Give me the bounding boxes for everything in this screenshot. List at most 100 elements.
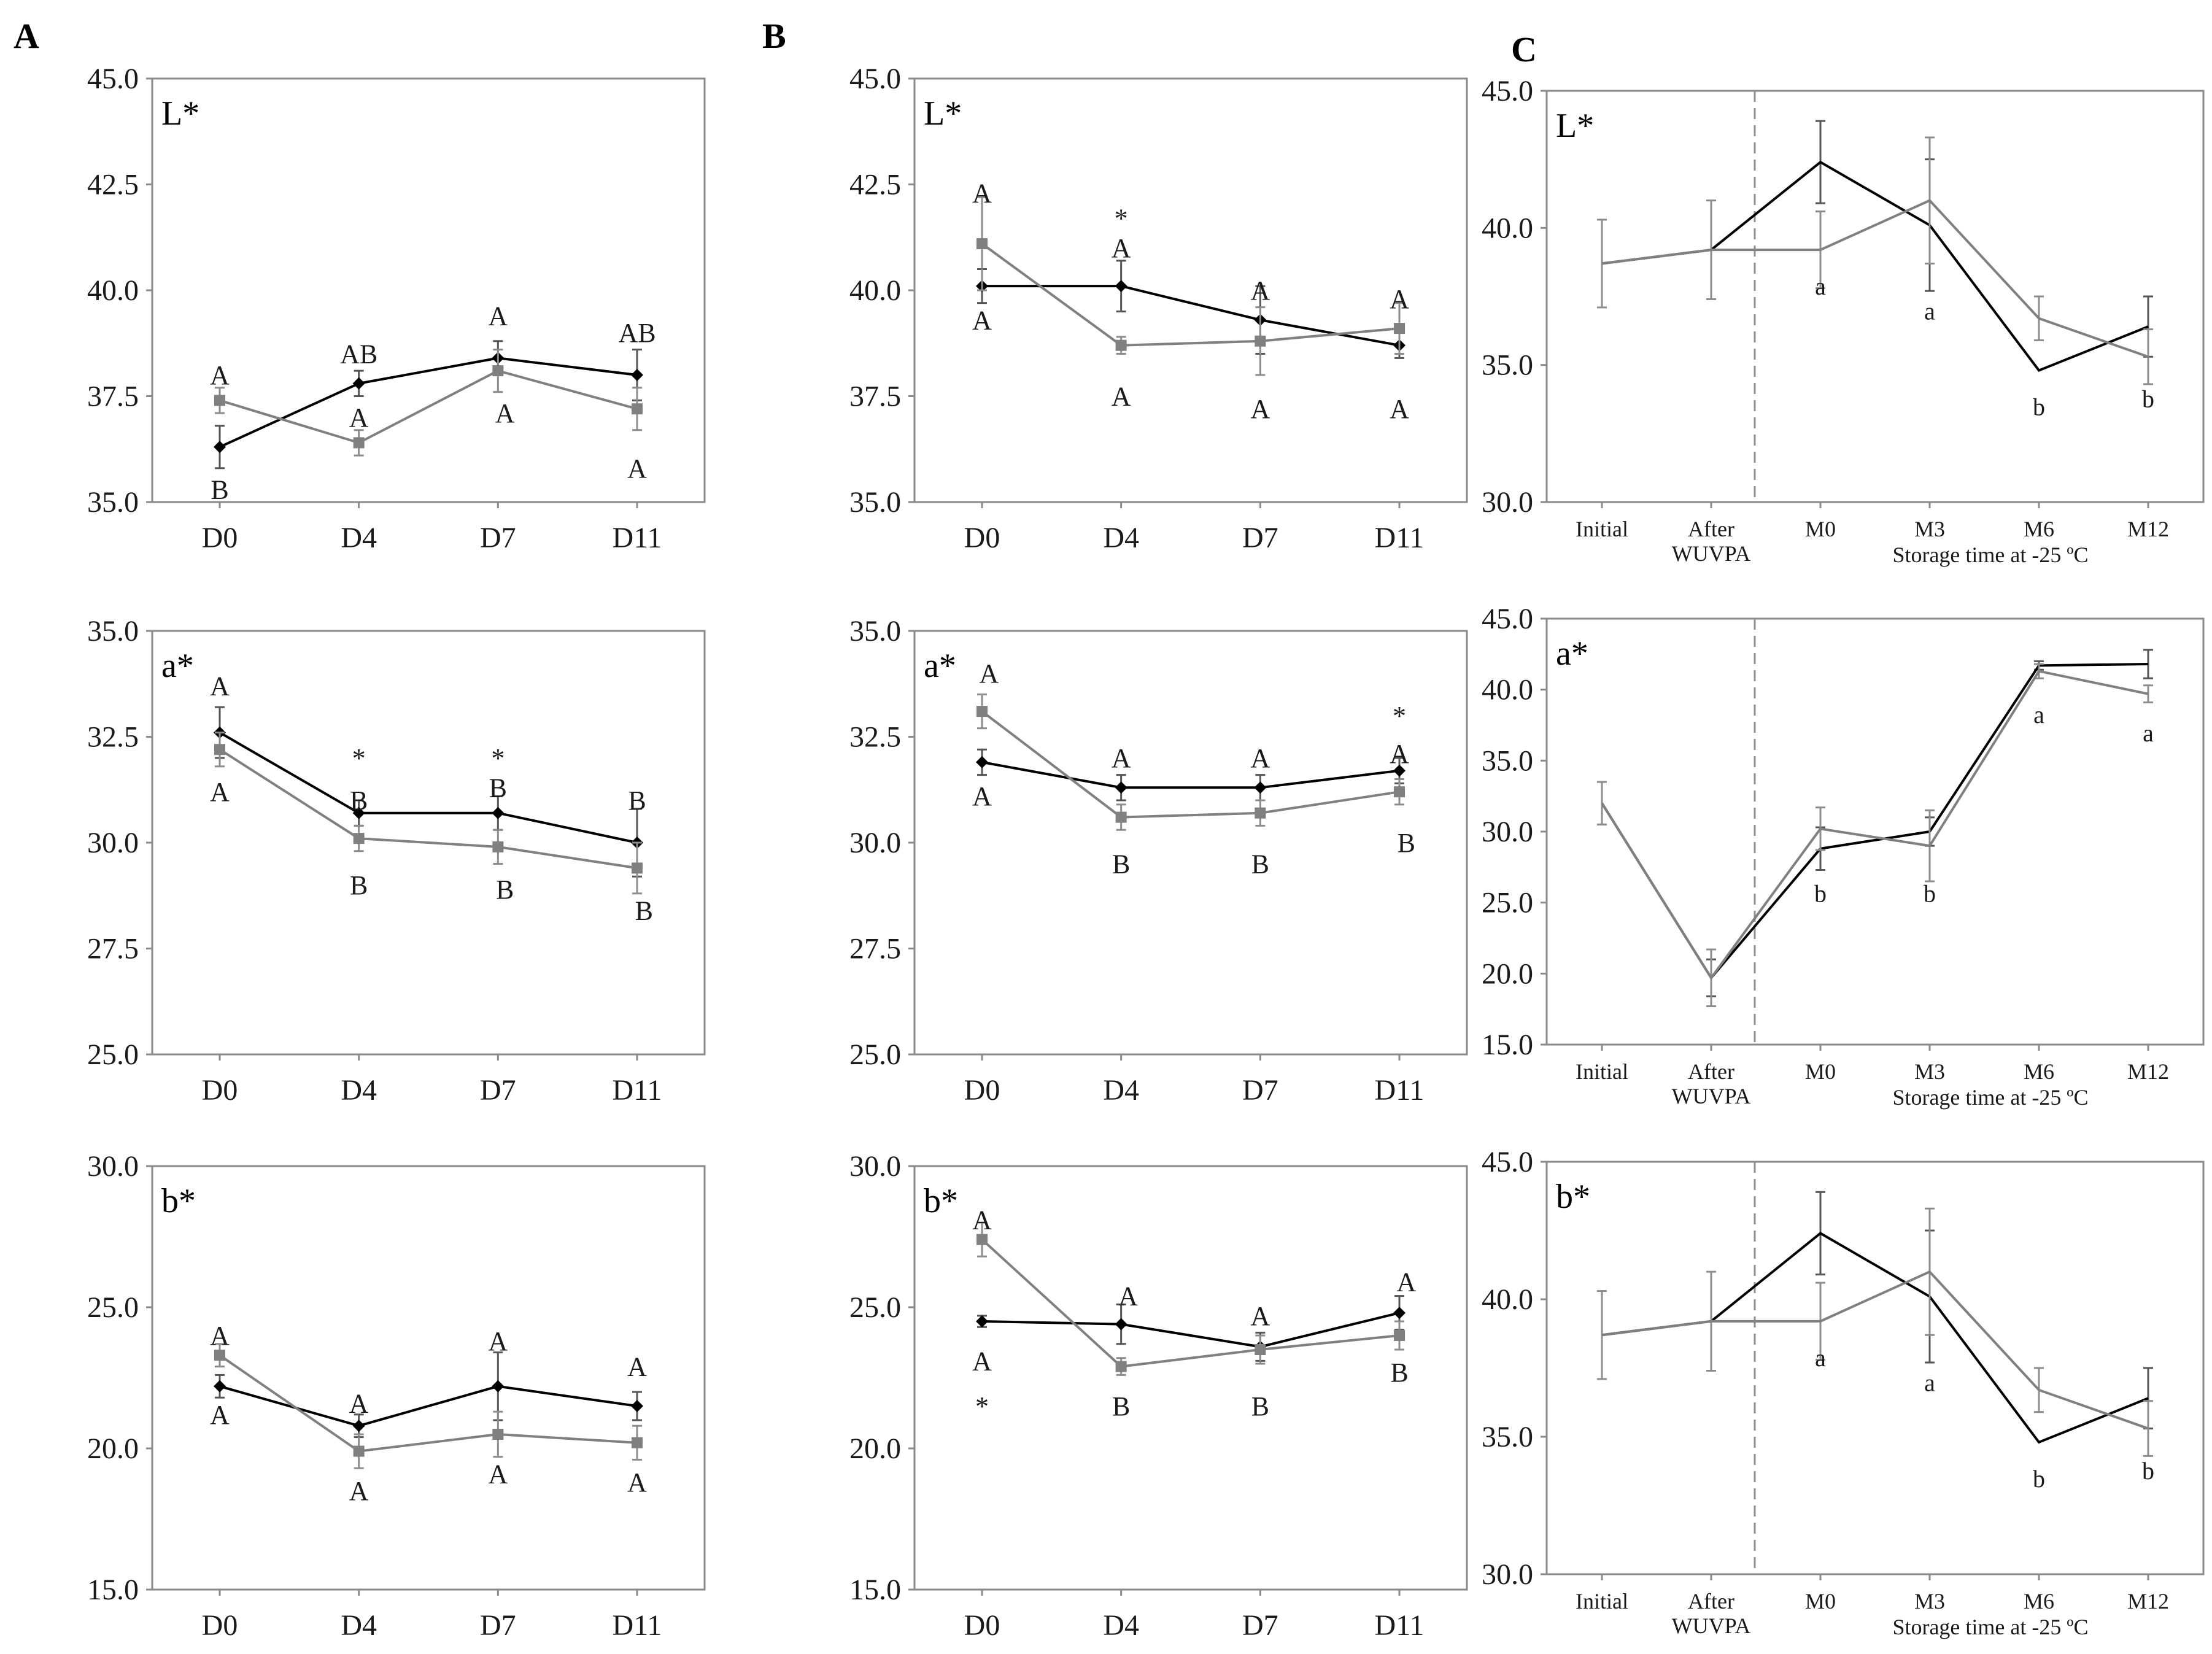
y-tick-label: 35.0 bbox=[849, 486, 901, 519]
y-tick-label: 25.0 bbox=[849, 1291, 901, 1324]
significance-label: A bbox=[979, 659, 999, 689]
data-point-square bbox=[1394, 1330, 1405, 1341]
significance-label: A bbox=[1250, 743, 1270, 773]
significance-label: * bbox=[1393, 701, 1406, 731]
y-tick-label: 42.5 bbox=[87, 169, 139, 201]
chart-title: L* bbox=[161, 95, 199, 133]
significance-label: B bbox=[635, 895, 653, 926]
data-point-diamond bbox=[1115, 781, 1127, 794]
data-point-square bbox=[214, 744, 225, 756]
significance-label: * bbox=[975, 1391, 989, 1421]
data-point-diamond bbox=[492, 1380, 505, 1393]
significance-label: b bbox=[1814, 879, 1827, 907]
y-tick-label: 27.5 bbox=[849, 933, 901, 965]
x-tick-label: M0 bbox=[1805, 1589, 1836, 1613]
x-axis-label: Storage time at -25 ºC bbox=[1892, 1085, 2088, 1110]
panel-label-C: C bbox=[1511, 29, 1537, 69]
x-tick-label: D11 bbox=[613, 1609, 662, 1642]
significance-label: B bbox=[1390, 1358, 1408, 1388]
y-tick-label: 45.0 bbox=[849, 63, 901, 95]
x-tick-label: D4 bbox=[341, 1609, 377, 1642]
plot-frame bbox=[913, 630, 1468, 1056]
plot-frame bbox=[1545, 617, 2205, 1046]
chart-title: a* bbox=[924, 647, 956, 685]
data-point-diamond bbox=[631, 1400, 643, 1412]
x-tick-label: D0 bbox=[964, 1074, 1000, 1107]
series-line-black bbox=[1601, 663, 2149, 980]
x-tick-label: D7 bbox=[1242, 522, 1278, 554]
x-tick-label: D7 bbox=[480, 1609, 516, 1642]
significance-label: A bbox=[349, 403, 369, 433]
y-tick-label: 25.0 bbox=[1482, 887, 1533, 919]
x-axis-label: Storage time at -25 ºC bbox=[1892, 543, 2088, 567]
series-line-black bbox=[981, 760, 1400, 789]
x-tick-label: D0 bbox=[202, 522, 238, 554]
x-tick-label: D7 bbox=[480, 1074, 516, 1107]
x-tick-label: WUVPA bbox=[1672, 541, 1751, 566]
y-tick-label: 30.0 bbox=[87, 1150, 139, 1183]
y-tick-label: 35.0 bbox=[849, 615, 901, 647]
y-tick-label: 30.0 bbox=[1482, 816, 1533, 848]
y-tick-label: 37.5 bbox=[87, 381, 139, 413]
significance-label: A bbox=[1250, 276, 1270, 306]
y-tick-label: 45.0 bbox=[87, 63, 139, 95]
x-tick-label: D4 bbox=[341, 1074, 377, 1107]
significance-label: B bbox=[1251, 1391, 1269, 1421]
significance-label: A bbox=[972, 305, 992, 335]
data-point-diamond bbox=[214, 1380, 226, 1393]
y-tick-label: 15.0 bbox=[849, 1574, 901, 1606]
data-point-square bbox=[632, 862, 643, 874]
significance-label: A bbox=[210, 671, 230, 701]
significance-label: A bbox=[488, 1459, 508, 1489]
plot-frame bbox=[151, 77, 706, 503]
x-tick-label: After bbox=[1688, 517, 1734, 541]
series-line-black bbox=[218, 731, 638, 844]
significance-label: B bbox=[1112, 849, 1130, 879]
chart-title: b* bbox=[1556, 1178, 1590, 1216]
data-point-square bbox=[1115, 811, 1127, 823]
significance-label: A bbox=[1390, 394, 1409, 424]
series-line-gray bbox=[981, 1239, 1400, 1368]
chart-title: a* bbox=[1556, 635, 1588, 673]
data-point-square bbox=[353, 833, 365, 844]
x-tick-label: After bbox=[1688, 1589, 1734, 1613]
y-tick-label: 25.0 bbox=[87, 1291, 139, 1324]
y-tick-label: 25.0 bbox=[87, 1038, 139, 1071]
x-tick-label: After bbox=[1688, 1059, 1734, 1084]
y-tick-label: 32.5 bbox=[87, 721, 139, 754]
significance-label: A bbox=[972, 1205, 992, 1235]
significance-label: B bbox=[350, 870, 368, 900]
significance-label: A bbox=[627, 1467, 647, 1497]
series-line-gray bbox=[981, 710, 1400, 819]
chart-A-b: 15.0 20.0 25.0 30.0 D0 D4 D7 D11 b* A A A A A A A A bbox=[87, 1150, 706, 1642]
y-tick-label: 40.0 bbox=[1482, 1283, 1533, 1316]
y-tick-label: 30.0 bbox=[849, 827, 901, 859]
data-point-square bbox=[1255, 335, 1266, 347]
significance-label: B bbox=[350, 786, 368, 816]
data-point-diamond bbox=[976, 756, 988, 768]
y-tick-label: 27.5 bbox=[87, 933, 139, 965]
plot-frame bbox=[913, 77, 1468, 503]
series-line-black bbox=[1601, 1232, 2149, 1444]
y-tick-label: 20.0 bbox=[849, 1432, 901, 1465]
plot-frame bbox=[1545, 1161, 2205, 1575]
significance-label: b bbox=[1924, 879, 1936, 907]
significance-label: A bbox=[1118, 1281, 1138, 1312]
data-point-square bbox=[1255, 807, 1266, 819]
significance-label: A bbox=[349, 1476, 369, 1506]
significance-label: A bbox=[210, 1400, 230, 1430]
x-tick-label: D0 bbox=[202, 1609, 238, 1642]
x-tick-label: D7 bbox=[1242, 1074, 1278, 1107]
significance-label: A bbox=[349, 1388, 369, 1418]
data-point-square bbox=[1394, 323, 1405, 334]
x-tick-label: D11 bbox=[613, 522, 662, 554]
x-tick-label: M0 bbox=[1805, 517, 1836, 541]
data-point-diamond bbox=[1393, 1307, 1406, 1320]
x-tick-label: D11 bbox=[1375, 1074, 1425, 1107]
plot-frame bbox=[913, 1165, 1468, 1591]
significance-label: * bbox=[491, 743, 505, 773]
significance-label: A bbox=[488, 301, 508, 331]
chart-A-a: 25.027.530.032.535.0D0 D4 D7 D11a*AA*BB*BBB… bbox=[87, 615, 706, 1107]
x-tick-label: M0 bbox=[1805, 1059, 1836, 1084]
